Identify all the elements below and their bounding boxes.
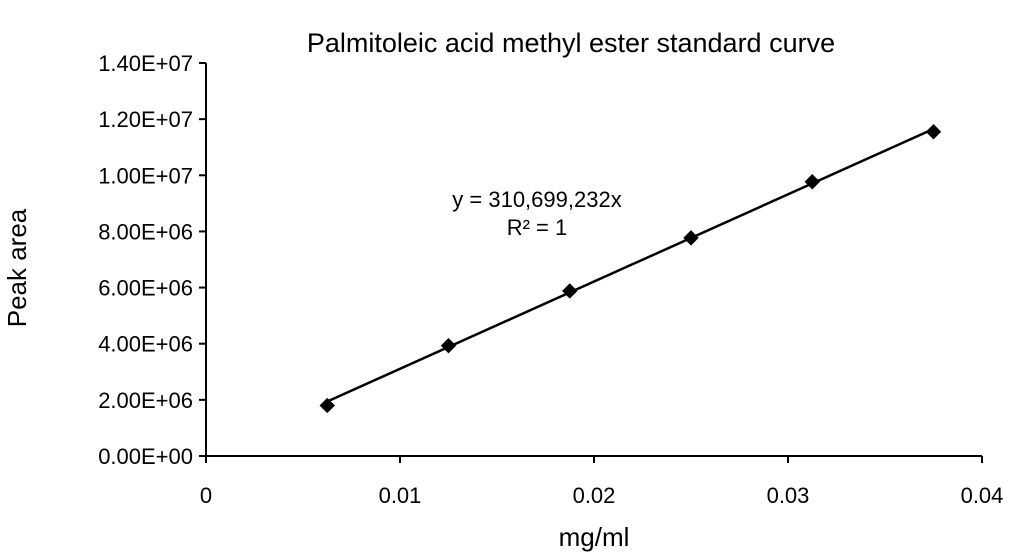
x-axis-label: mg/ml: [559, 522, 630, 552]
data-point-marker: [562, 283, 578, 299]
y-tick-label: 1.40E+07: [98, 51, 193, 76]
trendline-group: [326, 127, 935, 403]
data-point-marker: [440, 337, 457, 354]
r-squared-label: R² = 1: [507, 215, 568, 240]
y-tick-label: 4.00E+06: [98, 332, 193, 357]
data-points: [319, 124, 942, 414]
y-tick-label: 1.00E+07: [98, 163, 193, 188]
y-tick-label: 2.00E+06: [98, 388, 193, 413]
y-tick-label: 1.20E+07: [98, 107, 193, 132]
y-axis-label: Peak area: [2, 208, 32, 327]
y-tick-label: 0.00E+00: [98, 444, 193, 469]
data-point-marker: [804, 174, 820, 190]
axes: [199, 62, 983, 463]
data-point-marker: [683, 230, 699, 246]
trendline: [326, 127, 935, 403]
data-point-marker: [925, 124, 942, 140]
x-tick-label: 0.01: [379, 483, 422, 508]
chart-title: Palmitoleic acid methyl ester standard c…: [307, 28, 835, 58]
x-tick-label: 0.04: [961, 483, 1004, 508]
y-tick-label: 6.00E+06: [98, 276, 193, 301]
x-tick-label: 0.02: [573, 483, 616, 508]
data-point-marker: [319, 397, 335, 414]
trendline-equation: y = 310,699,232x: [452, 187, 621, 212]
y-tick-label: 8.00E+06: [98, 219, 193, 244]
tick-labels: 0.00E+00 2.00E+06 4.00E+06 6.00E+06 8.00E+06…: [98, 51, 1003, 508]
x-tick-label: 0.03: [767, 483, 810, 508]
x-tick-label: 0: [200, 483, 212, 508]
